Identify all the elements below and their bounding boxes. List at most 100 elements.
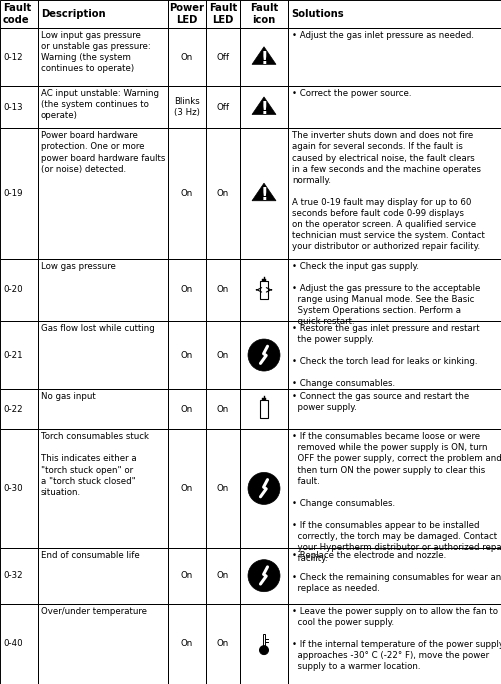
Text: Low input gas pressure
or unstable gas pressure:
Warning (the system
continues t: Low input gas pressure or unstable gas p… [41,31,150,73]
Bar [0,129,38,259]
Text: • Replace the electrode and nozzle.

• Check the remaining consumables for wear : • Replace the electrode and nozzle. • Ch… [292,551,501,593]
Bar [168,389,205,430]
Text: On: On [216,350,228,360]
Text: !: ! [260,186,267,204]
Text: 0-30: 0-30 [3,484,23,493]
Text: 0-32: 0-32 [3,571,23,580]
Text: 0-12: 0-12 [3,53,23,62]
Text: On: On [180,189,193,198]
Text: 0-40: 0-40 [3,640,23,648]
Text: • Correct the power source.: • Correct the power source. [292,89,411,98]
Polygon shape [252,47,276,64]
Text: Fault
icon: Fault icon [249,3,278,25]
Bar [38,389,168,430]
Bar [0,548,38,604]
Text: End of consumable life: End of consumable life [41,551,139,560]
Text: On: On [216,189,228,198]
Circle shape [247,473,280,504]
Text: 0-13: 0-13 [3,103,23,111]
Text: The inverter shuts down and does not fire
again for several seconds. If the faul: The inverter shuts down and does not fir… [292,131,484,252]
Bar [38,129,168,259]
Bar [0,86,38,129]
Bar [288,389,501,430]
Text: • Check the input gas supply.

• Adjust the gas pressure to the acceptable
  ran: • Check the input gas supply. • Adjust t… [292,262,479,326]
Text: Off: Off [216,53,229,62]
Bar [288,548,501,604]
Bar [38,259,168,321]
Bar [239,321,288,389]
Text: On: On [180,53,193,62]
Text: • Connect the gas source and restart the
  power supply.: • Connect the gas source and restart the… [292,392,468,412]
Bar [205,259,239,321]
Bar [239,0,288,28]
Bar [239,548,288,604]
Bar [0,28,38,86]
Text: 0-21: 0-21 [3,350,23,360]
Bar [168,430,205,548]
Bar [205,321,239,389]
Text: Over/under temperature: Over/under temperature [41,607,147,616]
Text: Solutions: Solutions [291,9,343,19]
Bar [38,0,168,28]
Text: Fault
LED: Fault LED [208,3,236,25]
Text: Low gas pressure: Low gas pressure [41,262,116,271]
Bar [260,281,267,299]
Text: On: On [180,571,193,580]
Text: • Adjust the gas inlet pressure as needed.: • Adjust the gas inlet pressure as neede… [292,31,473,40]
Circle shape [247,339,280,371]
Text: Fault
code: Fault code [3,3,31,25]
Bar [205,604,239,684]
Text: Power
LED: Power LED [169,3,204,25]
Text: On: On [216,484,228,493]
Bar [205,28,239,86]
Bar [168,259,205,321]
Text: Gas flow lost while cutting: Gas flow lost while cutting [41,324,154,333]
Bar [38,548,168,604]
Bar [38,604,168,684]
Bar [288,321,501,389]
Bar [205,430,239,548]
Text: On: On [216,640,228,648]
Bar [168,604,205,684]
Bar [288,28,501,86]
Text: On: On [216,571,228,580]
Text: Power board hardware
protection. One or more
power board hardware faults
(or noi: Power board hardware protection. One or … [41,131,165,174]
Text: !: ! [260,100,267,118]
Bar [38,321,168,389]
Text: No gas input: No gas input [41,392,96,401]
Text: • Leave the power supply on to allow the fan to
  cool the power supply.

• If t: • Leave the power supply on to allow the… [292,607,501,671]
Bar [0,321,38,389]
Text: Blinks
(3 Hz): Blinks (3 Hz) [174,97,199,118]
Bar [168,129,205,259]
Bar [168,28,205,86]
Text: Description: Description [41,9,105,19]
Bar [205,86,239,129]
Bar [38,28,168,86]
Bar [0,389,38,430]
Text: On: On [180,484,193,493]
Circle shape [259,646,268,655]
Bar [262,398,266,400]
Bar [262,634,265,648]
Text: On: On [180,640,193,648]
Bar [288,604,501,684]
Text: On: On [180,285,193,294]
Text: • If the consumables became loose or were
  removed while the power supply is ON: • If the consumables became loose or wer… [292,432,501,564]
Text: On: On [180,405,193,414]
Bar [205,389,239,430]
Bar [239,129,288,259]
Bar [239,28,288,86]
Text: On: On [216,285,228,294]
Bar [288,259,501,321]
Bar [288,0,501,28]
Bar [0,430,38,548]
Text: AC input unstable: Warning
(the system continues to
operate): AC input unstable: Warning (the system c… [41,89,159,120]
Bar [205,548,239,604]
Text: !: ! [260,50,267,68]
Bar [168,321,205,389]
Bar [262,278,266,281]
Bar [168,86,205,129]
Bar [239,389,288,430]
Bar [239,259,288,321]
Bar [0,604,38,684]
